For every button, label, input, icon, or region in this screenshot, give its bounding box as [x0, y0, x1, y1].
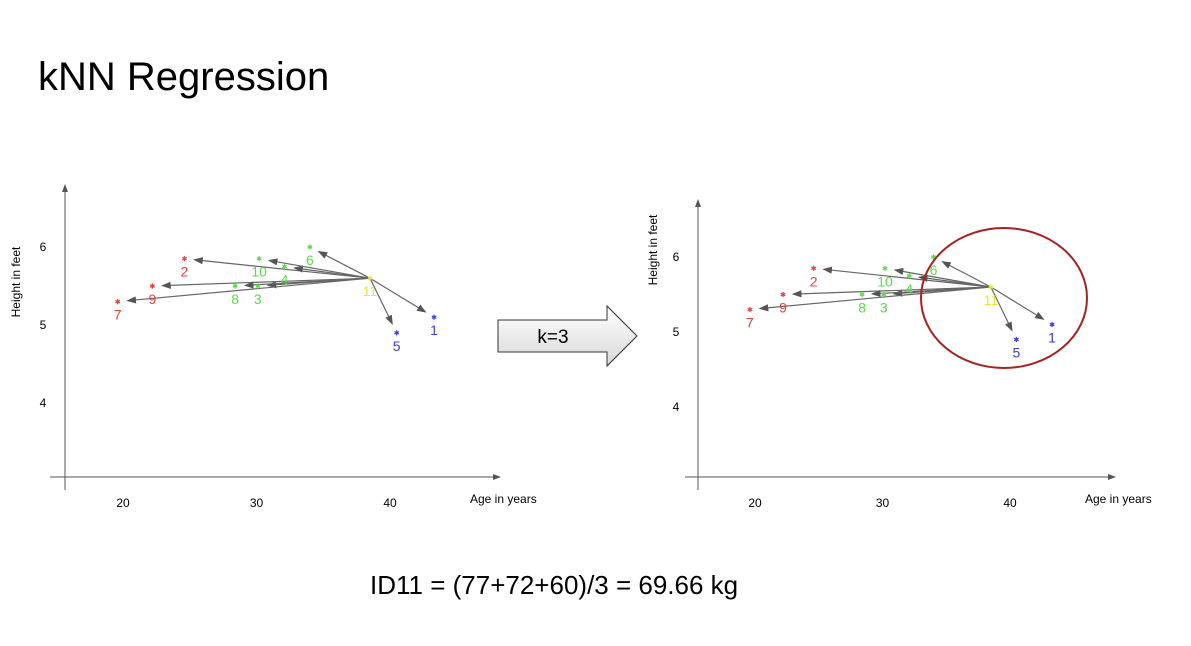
distance-arrow [161, 277, 370, 289]
distance-arrow [990, 286, 1045, 320]
distance-arrow [758, 286, 991, 312]
point-3-marker [881, 291, 887, 298]
y-tick-label: 5 [40, 318, 47, 332]
distance-arrow [369, 277, 393, 325]
point-10-marker [882, 265, 888, 271]
point-4-marker [281, 263, 288, 270]
distance-arrow [317, 251, 371, 279]
point-2-label: 2 [810, 273, 818, 289]
point-5-label: 5 [1012, 345, 1020, 361]
point-3-marker [255, 283, 261, 289]
point-8-label: 8 [231, 291, 239, 307]
chart-1: 20 30 40 4 5 6 Age in years Height in feet 1 2 3 4 5… [9, 184, 537, 510]
point-8-label: 8 [858, 300, 866, 316]
distance-arrow [369, 277, 427, 313]
point-6-marker [307, 244, 313, 250]
x-tick-label: 30 [250, 496, 264, 510]
y-axis-label: Height in feet [9, 246, 23, 317]
point-11-label: 11 [363, 283, 378, 299]
point-4-marker [906, 273, 912, 279]
point-8-marker [859, 291, 865, 298]
point-5-marker [1013, 336, 1019, 343]
point-11-marker [367, 275, 373, 281]
k-label: k=3 [537, 327, 568, 348]
point-1-marker [1049, 321, 1055, 328]
distance-arrow [941, 261, 992, 288]
y-tick-label: 6 [40, 240, 47, 254]
point-7-label: 7 [114, 307, 122, 323]
point-6-label: 6 [930, 262, 938, 278]
point-5-label: 5 [393, 338, 401, 354]
point-10-marker [256, 256, 262, 262]
point-7-marker [115, 299, 121, 305]
point-10-label: 10 [877, 273, 893, 289]
point-2-label: 2 [181, 264, 189, 280]
x-tick-label: 40 [383, 496, 397, 510]
distance-arrow [267, 258, 371, 279]
distance-arrow [822, 266, 991, 288]
distance-arrow [990, 286, 1013, 332]
distance-arrow [126, 277, 371, 304]
point-9-marker [780, 291, 786, 298]
y-tick-label: 4 [673, 400, 680, 414]
y-tick-label: 6 [673, 250, 680, 264]
point-4-label: 4 [281, 272, 289, 288]
point-9-label: 9 [148, 291, 156, 307]
point-6-label: 6 [306, 252, 314, 268]
point-5-marker [394, 330, 400, 336]
formula-text: ID11 = (77+72+60)/3 = 69.66 kg [370, 570, 739, 600]
x-tick-label: 20 [748, 496, 762, 510]
point-3-label: 3 [880, 300, 888, 316]
point-9-marker [149, 283, 155, 289]
point-1-label: 1 [430, 322, 438, 338]
y-tick-label: 5 [673, 325, 680, 339]
point-7-marker [747, 306, 753, 313]
distance-arrow [193, 257, 371, 279]
nearest-neighbors-circle [920, 227, 1088, 369]
point-8-marker [232, 283, 238, 289]
y-axis-label: Height in feet [646, 214, 660, 285]
point-1-label: 1 [1048, 330, 1056, 346]
point-10-label: 10 [251, 264, 267, 280]
point-3-label: 3 [254, 291, 262, 307]
point-11-marker [988, 284, 994, 290]
point-2-marker [811, 265, 817, 271]
x-tick-label: 40 [1003, 496, 1017, 510]
distance-arrow [791, 286, 991, 298]
chart-2: 20 30 40 4 5 6 Age in years Height in feet 1 2 3 4 5… [646, 199, 1152, 510]
point-4-label: 4 [905, 281, 913, 297]
x-tick-label: 30 [876, 496, 890, 510]
point-7-label: 7 [746, 315, 754, 331]
point-9-label: 9 [779, 300, 787, 316]
point-11-label: 11 [984, 292, 999, 308]
y-tick-label: 4 [40, 396, 47, 410]
point-1-marker [431, 314, 437, 320]
distance-arrow [893, 267, 991, 288]
slide-title: kNN Regression [38, 55, 330, 99]
x-tick-label: 20 [116, 496, 130, 510]
x-axis-label: Age in years [470, 492, 537, 506]
point-2-marker [181, 256, 187, 262]
x-axis-label: Age in years [1085, 492, 1152, 506]
k-arrow-shape: k=3 [497, 304, 638, 368]
